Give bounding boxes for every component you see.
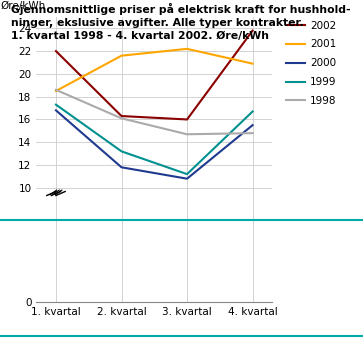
2000 [54, 108, 58, 113]
1998 [250, 131, 255, 135]
2002 [185, 117, 189, 121]
Text: Gjennomsnittlige priser på elektrisk kraft for hushhold-
ninger, ekslusive avgif: Gjennomsnittlige priser på elektrisk kra… [11, 3, 351, 41]
1998 [54, 88, 58, 92]
Line: 1999: 1999 [56, 105, 253, 174]
2002 [250, 28, 255, 33]
2001 [119, 54, 124, 58]
1999 [119, 149, 124, 153]
Line: 2000: 2000 [56, 111, 253, 179]
Line: 1998: 1998 [56, 90, 253, 134]
1998 [185, 132, 189, 136]
2002 [54, 49, 58, 53]
2000 [119, 165, 124, 170]
2001 [250, 62, 255, 66]
Text: Øre/kWh: Øre/kWh [1, 1, 46, 11]
2002 [119, 114, 124, 118]
Legend: 2002, 2001, 2000, 1999, 1998: 2002, 2001, 2000, 1999, 1998 [282, 17, 341, 110]
2000 [250, 123, 255, 127]
2001 [54, 89, 58, 93]
1999 [185, 172, 189, 176]
1998 [119, 116, 124, 120]
1999 [54, 103, 58, 107]
2001 [185, 47, 189, 51]
1999 [250, 109, 255, 114]
2000 [185, 177, 189, 181]
Line: 2001: 2001 [56, 49, 253, 91]
Line: 2002: 2002 [56, 31, 253, 119]
